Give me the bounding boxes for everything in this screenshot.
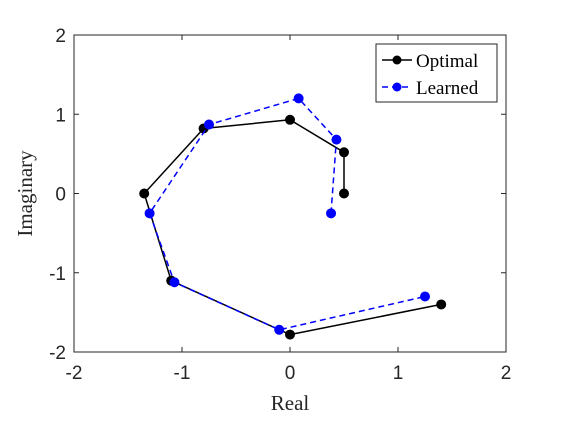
y-tick-label: -2 — [49, 343, 66, 364]
series-2 — [144, 93, 430, 335]
legend-marker — [392, 82, 402, 92]
series-layer — [139, 93, 447, 340]
data-point — [169, 277, 180, 288]
y-tick-label: 0 — [55, 185, 66, 206]
data-point — [139, 188, 150, 199]
series-1 — [139, 114, 447, 340]
series-line — [143, 119, 442, 336]
x-axis-label: Real — [271, 391, 310, 415]
x-tick-label: -2 — [66, 363, 83, 384]
data-point — [420, 291, 430, 302]
legend-label: Learned — [416, 78, 479, 99]
data-point — [144, 208, 155, 219]
data-point — [285, 329, 295, 340]
x-tick-label: -1 — [174, 363, 191, 384]
data-point — [293, 93, 304, 104]
y-tick-label: 2 — [55, 26, 66, 47]
series-line — [148, 97, 426, 331]
data-point — [339, 188, 349, 199]
x-tick-label: 0 — [285, 363, 296, 384]
data-point — [285, 114, 295, 125]
data-point — [274, 324, 285, 335]
legend-marker — [392, 55, 402, 65]
data-point — [331, 134, 342, 145]
ticks-layer: -2 -1 0 1 2 -2 -1 0 1 2 — [49, 26, 511, 384]
y-axis-label: Imaginary — [13, 150, 37, 237]
data-point — [436, 299, 447, 310]
data-point — [326, 208, 337, 219]
data-point — [339, 147, 349, 158]
legend-label: Optimal — [416, 51, 478, 72]
y-tick-label: 1 — [55, 105, 66, 126]
legend-box — [375, 43, 498, 103]
y-tick-label: -1 — [49, 264, 66, 285]
x-tick-label: 1 — [393, 363, 404, 384]
x-tick-label: 2 — [501, 363, 512, 384]
legend: Optimal Learned — [375, 43, 498, 103]
data-point — [204, 119, 214, 130]
